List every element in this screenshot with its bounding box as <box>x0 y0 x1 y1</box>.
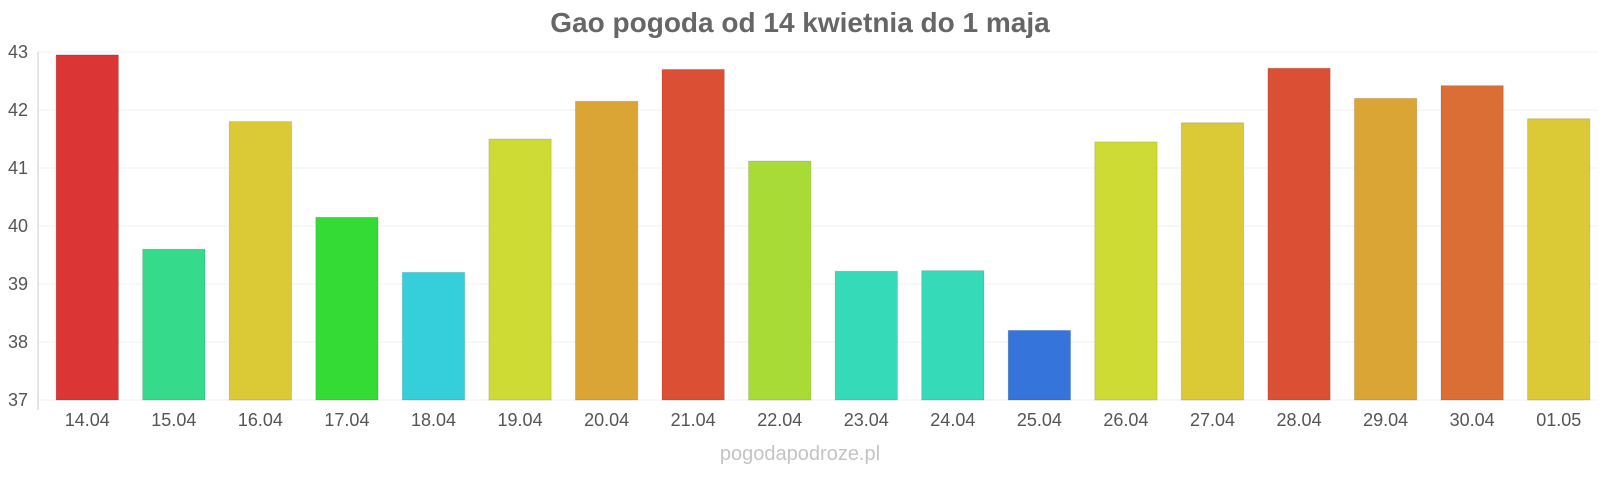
x-tick-label: 17.04 <box>324 410 369 430</box>
x-tick-label: 14.04 <box>65 410 110 430</box>
x-tick-label: 01.05 <box>1536 410 1581 430</box>
bar-22.04 <box>748 160 812 401</box>
x-tick-label: 27.04 <box>1190 410 1235 430</box>
x-tick-label: 18.04 <box>411 410 456 430</box>
bar-29.04 <box>1353 97 1418 401</box>
y-tick-label: 40 <box>8 216 28 236</box>
bar-27.04 <box>1180 122 1245 401</box>
x-tick-label: 19.04 <box>498 410 543 430</box>
x-tick-label: 21.04 <box>671 410 716 430</box>
x-tick-label: 15.04 <box>151 410 196 430</box>
x-tick-label: 25.04 <box>1017 410 1062 430</box>
x-tick-label: 28.04 <box>1277 410 1322 430</box>
y-tick-label: 37 <box>8 390 28 410</box>
bar-25.04 <box>1007 329 1072 401</box>
bar-24.04 <box>921 270 985 401</box>
bar-23.04 <box>834 270 898 401</box>
bar-26.04 <box>1094 141 1158 401</box>
x-tick-label: 22.04 <box>757 410 802 430</box>
y-tick-label: 43 <box>8 42 28 62</box>
x-tick-label: 16.04 <box>238 410 283 430</box>
grid-lines <box>38 51 1598 401</box>
bar-19.04 <box>488 138 552 401</box>
x-tick-label: 20.04 <box>584 410 629 430</box>
x-tick-label: 30.04 <box>1450 410 1495 430</box>
bar-01.05 <box>1527 118 1591 401</box>
x-tick-label: 23.04 <box>844 410 889 430</box>
bar-15.04 <box>142 248 206 401</box>
bar-17.04 <box>315 216 379 401</box>
y-tick-label: 41 <box>8 158 28 178</box>
x-axis: 14.04 15.04 16.04 17.04 18.04 19.04 20.04 21.04… <box>65 410 1581 430</box>
bar-20.04 <box>574 100 639 401</box>
bars <box>55 54 1591 401</box>
bar-18.04 <box>401 271 466 401</box>
chart-title: Gao pogoda od 14 kwietnia do 1 maja <box>550 7 1050 38</box>
bar-16.04 <box>228 121 293 401</box>
bar-21.04 <box>661 68 725 401</box>
x-tick-label: 29.04 <box>1363 410 1408 430</box>
bar-14.04 <box>55 54 119 401</box>
y-tick-label: 38 <box>8 332 28 352</box>
y-axis: 37 38 39 40 41 42 43 <box>8 42 39 410</box>
y-tick-label: 39 <box>8 274 28 294</box>
watermark: pogodapodroze.pl <box>720 443 880 465</box>
y-tick-label: 42 <box>8 100 28 120</box>
bar-28.04 <box>1267 67 1331 401</box>
x-tick-label: 24.04 <box>930 410 975 430</box>
x-tick-label: 26.04 <box>1103 410 1148 430</box>
bar-30.04 <box>1440 85 1504 401</box>
